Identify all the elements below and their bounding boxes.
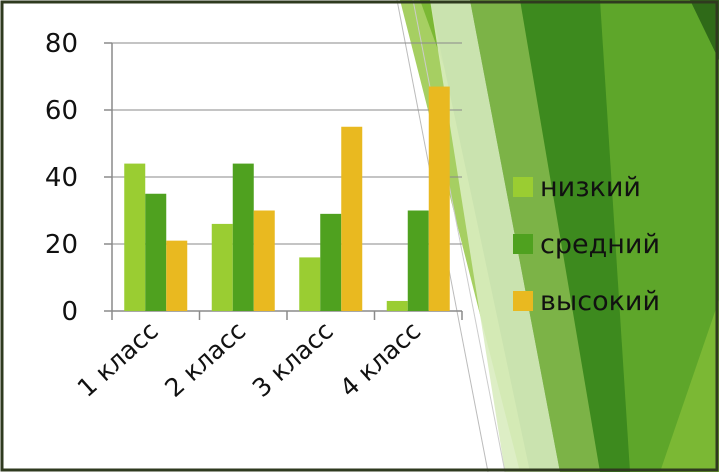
x-tick-label: 4 класс <box>334 316 426 403</box>
legend-swatch <box>513 291 533 311</box>
x-tick-label: 3 класс <box>247 316 339 403</box>
x-tick-label: 1 класс <box>72 316 164 403</box>
bg-divider-line <box>412 0 506 472</box>
bar <box>253 210 275 311</box>
slide-background <box>396 0 719 472</box>
bg-shape <box>470 0 600 472</box>
bar <box>386 300 408 311</box>
legend-label: высокий <box>540 286 660 317</box>
legend-swatch <box>513 234 533 254</box>
bar <box>124 163 146 311</box>
x-tick-label: 2 класс <box>159 316 251 403</box>
y-tick-labels: 0 20 40 60 80 <box>45 29 78 327</box>
y-tick-label: 0 <box>61 297 78 327</box>
bars <box>124 86 450 311</box>
bg-shape <box>690 0 719 60</box>
bar <box>232 163 254 311</box>
bar <box>428 86 450 311</box>
bar <box>299 257 321 311</box>
y-tick-label: 60 <box>45 96 78 126</box>
y-tick-label: 20 <box>45 230 78 260</box>
legend-label: средний <box>540 229 660 260</box>
bar <box>341 126 363 311</box>
bar <box>407 210 429 311</box>
legend-swatch <box>513 177 533 197</box>
legend-label: низкий <box>540 172 641 203</box>
bg-shape <box>430 0 560 472</box>
bar <box>166 240 188 311</box>
y-tick-label: 40 <box>45 163 78 193</box>
bar <box>320 213 342 311</box>
bg-shape <box>600 0 719 472</box>
legend: низкий средний высокий <box>513 172 660 317</box>
bar <box>145 193 167 311</box>
bar <box>211 223 233 311</box>
y-tick-label: 80 <box>45 29 78 59</box>
